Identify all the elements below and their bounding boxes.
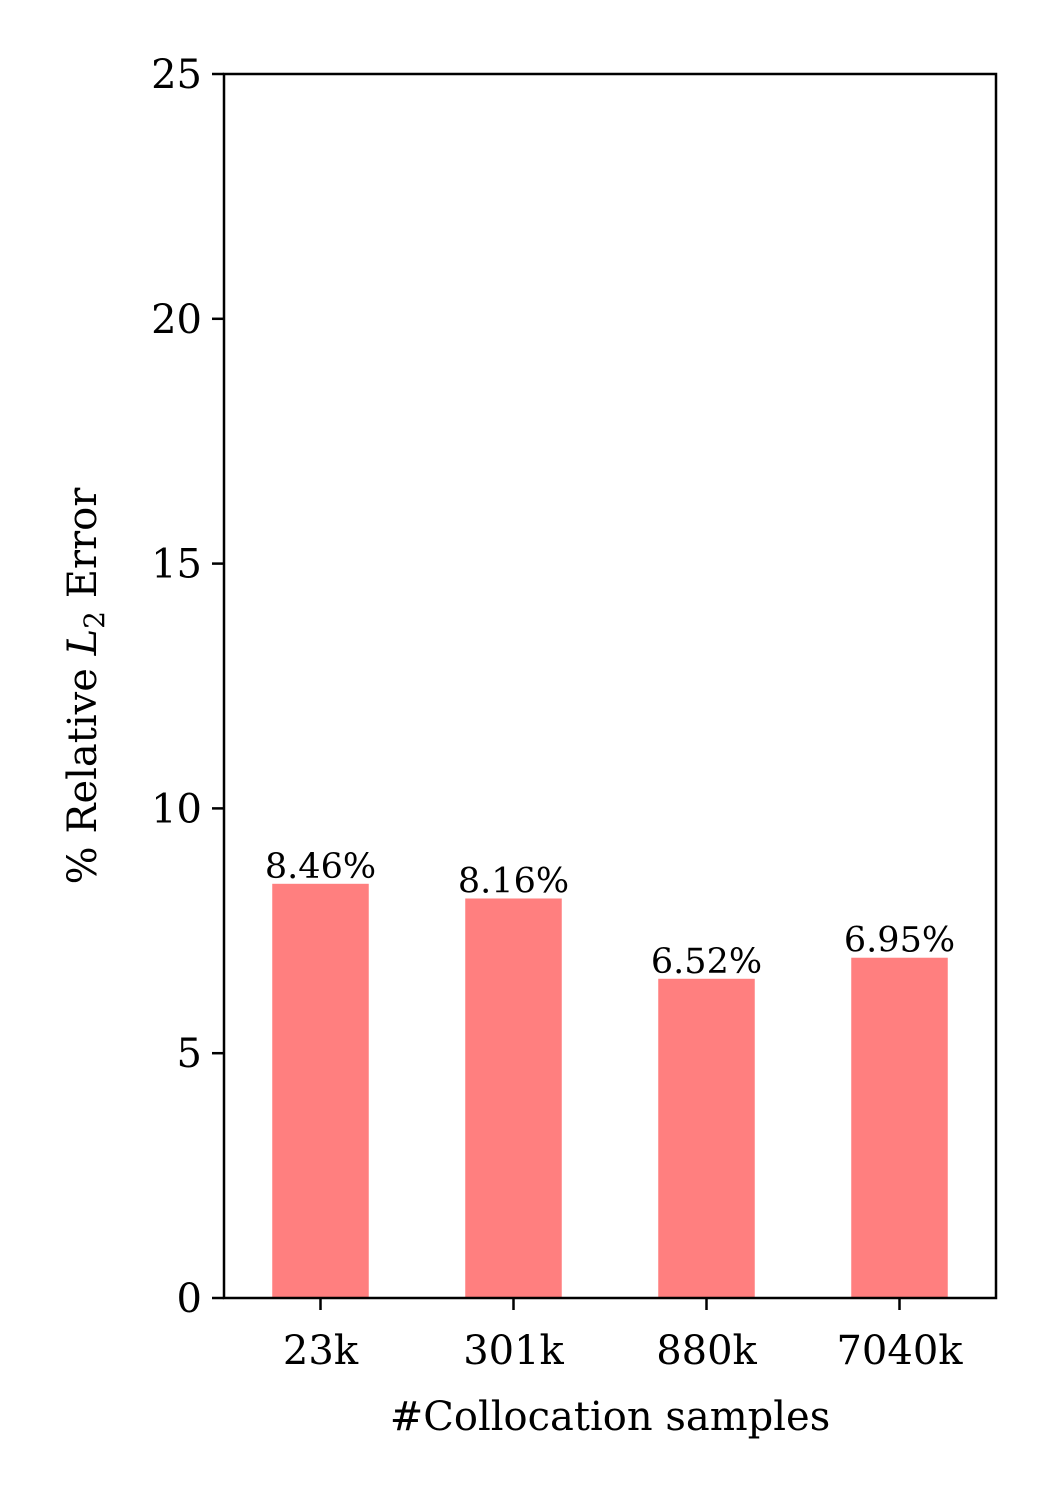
bars-group [272, 883, 948, 1298]
y-tick-label: 25 [151, 52, 202, 98]
x-tick-label: 23k [283, 1328, 359, 1374]
y-axis-label-subscript: 2 [78, 611, 111, 629]
x-axis-label: #Collocation samples [390, 1394, 830, 1440]
bar-7040k [851, 957, 948, 1298]
y-tick-label: 5 [177, 1031, 202, 1077]
y-tick-label: 10 [151, 786, 202, 832]
y-tick-label: 15 [151, 542, 202, 588]
x-tick-label: 880k [656, 1328, 757, 1374]
x-tick-label: 7040k [836, 1328, 963, 1374]
bar-301k [465, 898, 562, 1298]
y-tick-label: 0 [177, 1276, 202, 1322]
data-label-7040k: 6.95% [844, 921, 955, 961]
y-tick-label: 20 [151, 297, 202, 343]
data-label-880k: 6.52% [651, 942, 762, 982]
data-labels-group: 8.46% 8.16% 6.52% 6.95% [265, 847, 955, 982]
data-label-23k: 8.46% [265, 847, 376, 887]
bar-23k [272, 883, 369, 1298]
y-axis-label: % Relative L2 Error [60, 487, 111, 885]
x-axis-ticks: 23k 301k 880k 7040k [283, 1298, 963, 1374]
y-axis-label-suffix: Error [60, 487, 106, 611]
y-axis-label-prefix: % Relative [60, 655, 106, 884]
x-tick-label: 301k [463, 1328, 564, 1374]
data-label-301k: 8.16% [458, 861, 569, 901]
y-axis-label-symbol: L [60, 629, 106, 657]
bar-880k [658, 978, 755, 1298]
plot-frame [222, 72, 998, 1300]
y-axis-ticks: 0 5 10 15 20 25 [151, 52, 224, 1322]
